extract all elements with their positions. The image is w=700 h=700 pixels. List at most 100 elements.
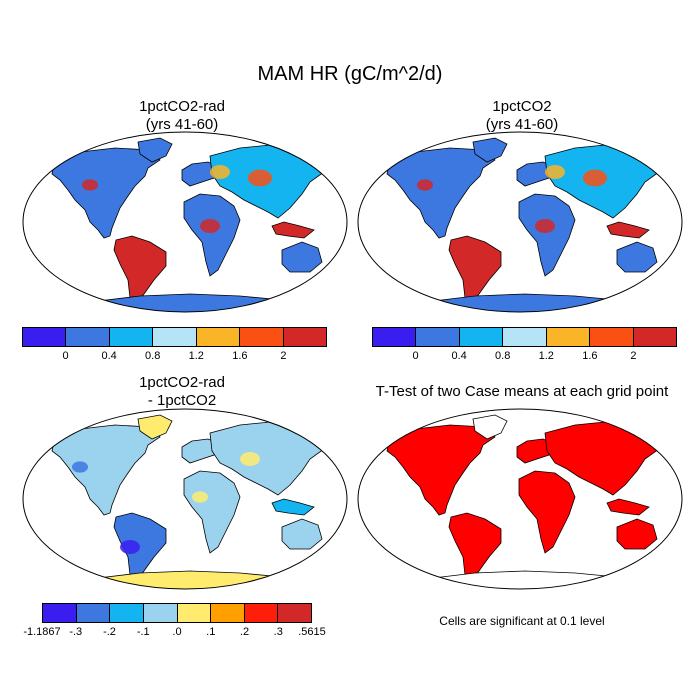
colorbar-tick-label: -.2 xyxy=(103,626,116,638)
landmass-southamerica xyxy=(113,235,167,305)
map-border xyxy=(22,408,348,590)
colorbar-swatch xyxy=(278,604,311,622)
landmass-seasia xyxy=(271,221,315,239)
landmass-africa xyxy=(183,470,241,554)
hotspot-region xyxy=(545,165,565,179)
figure-title: MAM HR (gC/m^2/d) xyxy=(257,63,443,85)
landmass-greenland xyxy=(137,137,173,163)
colorbar-swatch xyxy=(66,328,110,346)
landmass-australia xyxy=(281,241,323,273)
colorbar-tick-label: 1.2 xyxy=(188,350,204,362)
colorbar-swatch xyxy=(283,328,326,346)
panel3-title-line1: 1pctCO2-rad xyxy=(139,374,225,391)
significance-note: Cells are significant at 0.1 level xyxy=(439,614,605,628)
colorbar-swatch xyxy=(373,328,417,346)
panel1-title-line1: 1pctCO2-rad xyxy=(139,98,225,115)
landmass-southamerica xyxy=(448,512,502,582)
colorbar-tick-label: 1.2 xyxy=(538,350,554,362)
colorbar-swatch xyxy=(23,328,67,346)
landmass-northamerica xyxy=(51,424,161,516)
colorbar-panel3 xyxy=(42,603,312,623)
landmass-northamerica xyxy=(51,147,161,239)
map-border xyxy=(357,408,683,590)
colorbar-tick-label: 2 xyxy=(280,350,287,362)
colorbar-swatch xyxy=(109,328,154,346)
landmass-africa xyxy=(183,193,241,277)
colorbar-tick-label: -.1 xyxy=(136,626,150,638)
panel1-title: 1pctCO2-rad (yrs 41-60) xyxy=(32,98,332,134)
colorbar-tick-label: 0.8 xyxy=(145,350,161,362)
panel2-title: 1pctCO2 (yrs 41-60) xyxy=(372,98,672,134)
landmass-australia xyxy=(281,518,323,550)
landmass-australia xyxy=(616,518,658,550)
landmass-africa xyxy=(518,193,576,277)
hotspot-region xyxy=(248,169,272,187)
map-border xyxy=(357,131,683,313)
anomaly-region xyxy=(240,452,260,466)
colorbar-tick-label: 0.4 xyxy=(101,350,117,362)
colorbar-swatch xyxy=(459,328,504,346)
hotspot-region xyxy=(200,219,220,233)
colorbar-swatch xyxy=(43,604,77,622)
panel3-title: 1pctCO2-rad - 1pctCO2 xyxy=(32,374,332,410)
colorbar-swatch xyxy=(211,604,245,622)
colorbar-tick-label: 2 xyxy=(630,350,637,362)
colorbar-tick-label: .0 xyxy=(172,626,182,638)
colorbar-swatch xyxy=(153,328,197,346)
colorbar-swatch xyxy=(196,328,241,346)
landmass-greenland xyxy=(472,414,508,440)
hotspot-region xyxy=(417,179,433,191)
colorbar-tick-label: 0 xyxy=(62,350,69,362)
map-panel-ttest xyxy=(357,408,683,590)
hotspot-region xyxy=(465,253,485,267)
colorbar-swatch xyxy=(590,328,634,346)
panel1-title-line2: (yrs 41-60) xyxy=(145,116,219,133)
map-panel-1pctco2 xyxy=(357,131,683,313)
colorbar-tick-label: .5615 xyxy=(298,626,326,638)
anomaly-region xyxy=(72,461,88,473)
landmass-northamerica xyxy=(386,147,496,239)
colorbar-swatch xyxy=(177,604,212,622)
colorbar-tick-label: .3 xyxy=(273,626,283,638)
landmass-seasia xyxy=(606,498,650,516)
landmass-northamerica xyxy=(386,424,496,516)
panel3-title-line2: - 1pctCO2 xyxy=(147,392,217,409)
colorbar-tick-label: -.3 xyxy=(69,626,83,638)
landmass-europe xyxy=(181,438,219,464)
landmass-antarctica xyxy=(415,293,633,312)
landmass-antarctica xyxy=(80,570,298,589)
landmass-europe xyxy=(516,161,554,187)
landmass-seasia xyxy=(271,498,315,516)
colorbar-tick-label: .2 xyxy=(239,626,250,638)
hotspot-region xyxy=(583,169,607,187)
colorbar-tick-label: 0.8 xyxy=(495,350,511,362)
colorbar-tick-label: 0 xyxy=(412,350,419,362)
landmass-southamerica xyxy=(448,235,502,305)
landmass-europe xyxy=(516,438,554,464)
colorbar-swatch xyxy=(503,328,547,346)
colorbar-swatch xyxy=(143,604,178,622)
landmass-greenland xyxy=(472,137,508,163)
colorbar-panel1 xyxy=(22,327,327,347)
colorbar-tick-label: 1.6 xyxy=(582,350,598,362)
map-panel-difference xyxy=(22,408,348,590)
colorbar-tick-label: 1.6 xyxy=(232,350,248,362)
colorbar-swatch xyxy=(76,604,111,622)
colorbar-tick-label: -1.1867 xyxy=(23,626,61,638)
landmass-seasia xyxy=(606,221,650,239)
landmass-greenland xyxy=(137,414,173,440)
hotspot-region xyxy=(535,219,555,233)
hotspot-region xyxy=(130,253,150,267)
colorbar-tick-label: 0.4 xyxy=(451,350,467,362)
colorbar-panel2 xyxy=(372,327,677,347)
panel4-title: T-Test of two Case means at each grid po… xyxy=(375,383,669,400)
panel2-title-line1: 1pctCO2 xyxy=(492,98,552,115)
colorbar-swatch xyxy=(633,328,676,346)
landmass-antarctica xyxy=(80,293,298,312)
colorbar-swatch xyxy=(110,604,144,622)
colorbar-swatch xyxy=(546,328,591,346)
colorbar-swatch xyxy=(244,604,279,622)
anomaly-region xyxy=(120,540,140,554)
colorbar-swatch xyxy=(416,328,460,346)
map-panel-1pctco2-rad xyxy=(22,131,348,313)
